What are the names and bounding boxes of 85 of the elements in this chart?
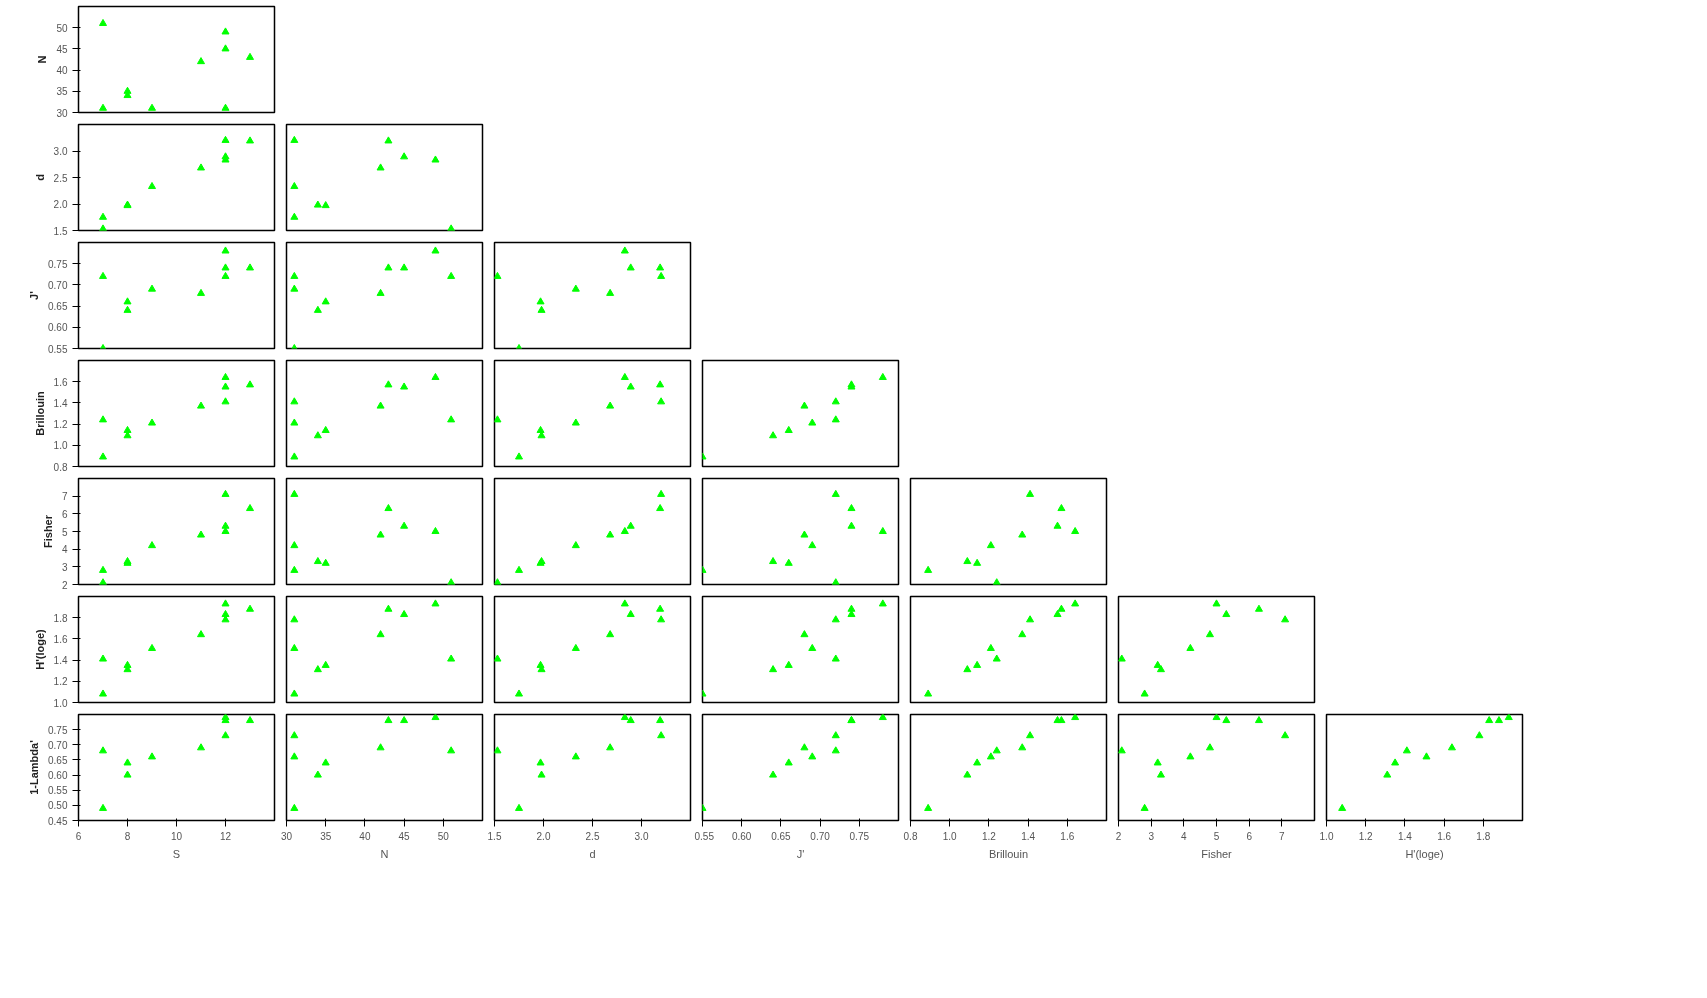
y-axis-title: H'(loge) <box>33 628 46 670</box>
y-tick-label: 0.70 <box>48 279 68 291</box>
y-tick-label: 1.6 <box>53 633 68 645</box>
y-tick-label: 45 <box>56 43 68 55</box>
y-tick-label: 0.75 <box>48 724 68 736</box>
y-tick-label: 1.6 <box>53 376 68 388</box>
x-tick-label: 6 <box>75 830 82 842</box>
y-axis-title: J' <box>28 290 41 300</box>
x-axis-title: S <box>172 847 181 860</box>
y-tick-label: 0.45 <box>48 815 68 827</box>
y-tick-label: 1.0 <box>53 440 68 452</box>
y-tick-label: 0.75 <box>48 258 68 270</box>
x-tick-label: 2 <box>1115 830 1122 842</box>
x-tick-label: 3 <box>1148 830 1155 842</box>
x-tick-label: 0.65 <box>771 830 792 842</box>
x-tick-label: 45 <box>398 830 411 842</box>
x-tick-label: 1.6 <box>1437 830 1452 842</box>
y-axis-title: 1-Lambda' <box>28 739 41 795</box>
x-tick-label: 0.75 <box>849 830 870 842</box>
y-tick-label: 0.60 <box>48 770 68 782</box>
x-tick-label: 10 <box>170 830 183 842</box>
x-tick-label: 7 <box>1279 830 1286 842</box>
y-tick-label: 4 <box>61 544 68 556</box>
y-tick-label: 0.8 <box>53 461 68 473</box>
x-axis-title: H'(loge) <box>1405 847 1444 860</box>
y-tick-label: 0.60 <box>48 322 68 334</box>
y-tick-label: 2.0 <box>53 199 68 210</box>
x-axis-title: d <box>589 847 596 860</box>
y-tick-label: 0.55 <box>48 785 68 797</box>
x-tick-label: 5 <box>1213 830 1220 842</box>
y-tick-label: 30 <box>56 107 68 119</box>
y-tick-label: 0.65 <box>48 754 68 766</box>
x-tick-label: 6 <box>1246 830 1253 842</box>
y-tick-label: 2.5 <box>53 172 68 184</box>
x-tick-label: 1.4 <box>1021 830 1036 842</box>
x-tick-label: 2.0 <box>536 830 551 842</box>
y-tick-label: 1.4 <box>53 397 68 409</box>
y-tick-label: 1.5 <box>53 225 68 237</box>
y-axis-title: d <box>33 174 46 181</box>
y-tick-label: 0.65 <box>48 301 68 313</box>
y-tick-label: 0.55 <box>48 343 68 355</box>
x-tick-label: 30 <box>280 830 293 842</box>
y-tick-label: 7 <box>61 491 68 503</box>
y-tick-label: 6 <box>61 508 68 520</box>
x-tick-label: 50 <box>437 830 450 842</box>
x-axis-title: N <box>380 847 389 860</box>
y-tick-label: 0.50 <box>48 800 68 812</box>
x-axis-title: J' <box>796 847 805 860</box>
x-tick-label: 35 <box>320 830 332 842</box>
x-tick-label: 2.5 <box>585 830 600 842</box>
x-tick-label: 1.0 <box>942 830 958 842</box>
x-tick-label: 3.0 <box>634 830 649 842</box>
y-tick-label: 1.2 <box>53 419 68 431</box>
x-tick-label: 0.70 <box>810 830 831 842</box>
x-tick-label: 12 <box>219 830 232 842</box>
y-tick-label: 1.2 <box>53 676 68 688</box>
x-tick-label: 1.2 <box>1358 830 1374 842</box>
x-tick-label: 1.5 <box>487 830 502 842</box>
x-tick-label: 4 <box>1181 830 1188 842</box>
y-tick-label: 40 <box>56 65 68 77</box>
x-tick-label: 1.0 <box>1319 830 1334 842</box>
x-axis-title: Brillouin <box>988 847 1029 860</box>
y-axis-title: N <box>36 55 49 64</box>
x-tick-label: 0.55 <box>694 830 715 842</box>
y-tick-label: 3.0 <box>53 146 68 157</box>
y-axis-title: Brillouin <box>33 390 46 436</box>
x-axis-title: Fisher <box>1201 847 1233 860</box>
y-tick-label: 1.4 <box>53 655 68 667</box>
y-tick-label: 3 <box>61 561 68 573</box>
x-tick-label: 1.6 <box>1060 830 1075 842</box>
y-axis-title: Fisher <box>41 514 54 549</box>
x-tick-label: 40 <box>359 830 371 842</box>
x-tick-label: 0.60 <box>731 830 752 842</box>
y-tick-label: 5 <box>61 526 68 538</box>
x-tick-label: 0.8 <box>903 830 918 842</box>
y-tick-label: 0.70 <box>48 739 68 751</box>
y-tick-label: 1.8 <box>53 612 68 624</box>
x-tick-label: 1.8 <box>1476 830 1491 842</box>
x-tick-label: 1.4 <box>1397 830 1413 842</box>
y-tick-label: 1.0 <box>53 697 68 709</box>
x-tick-label: 1.2 <box>981 830 997 842</box>
y-tick-label: 35 <box>56 86 68 98</box>
y-tick-label: 2 <box>61 579 68 591</box>
x-tick-label: 8 <box>124 830 131 842</box>
y-tick-label: 50 <box>56 22 68 34</box>
